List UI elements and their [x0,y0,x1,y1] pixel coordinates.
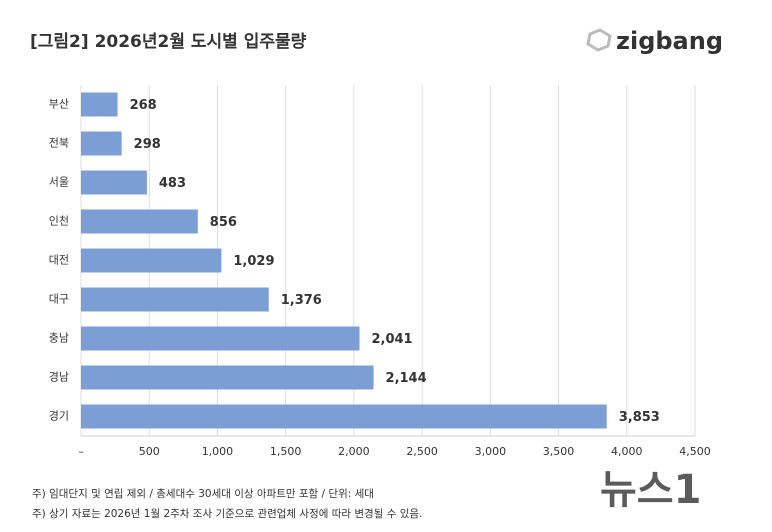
x-tick-label: 1,500 [270,445,302,458]
chart-title: [그림2] 2026년2월 도시별 입주물량 [30,32,307,52]
x-tick-label: – [78,445,84,458]
bar [81,287,269,312]
x-tick-label: 4,000 [611,445,643,458]
data-label: 298 [134,137,161,152]
y-tick-label: 대전 [49,254,69,267]
logo: zigbang [586,27,723,55]
x-tick-label: 3,500 [543,445,575,458]
bar [81,170,147,195]
logo-icon [586,28,612,52]
x-tick-label: 2,500 [406,445,438,458]
bar [81,404,607,429]
note: 주) 임대단지 및 연립 제외 / 총세대수 30세대 이상 아파트만 포함 /… [32,487,374,500]
data-label: 2,144 [386,371,427,386]
y-tick-label: 인천 [49,214,69,228]
data-label: 3,853 [619,410,660,425]
bar [81,92,118,117]
bar [81,131,122,156]
data-label: 2,041 [371,332,412,347]
data-label: 856 [210,215,237,230]
y-tick-label: 경남 [49,371,69,384]
y-tick-label: 부산 [49,98,69,111]
bar [81,209,198,234]
x-tick-label: 500 [139,445,160,458]
x-tick-label: 4,500 [679,445,711,458]
note: 주) 상기 자료는 2026년 1월 2주차 조사 기준으로 관련업체 사정에 … [32,507,422,520]
y-tick-label: 경기 [49,410,69,423]
watermark: 뉴스1 [600,467,701,513]
x-tick-label: 2,000 [338,445,370,458]
y-tick-label: 서울 [49,176,69,189]
y-tick-label: 충남 [49,332,69,345]
bar [81,326,360,351]
data-label: 268 [130,98,157,113]
plot: – 500 1,000 1,500 2,000 2,500 3,000 3,500 4,000 4… [49,85,711,458]
bar [81,248,222,273]
y-tick-label: 전북 [49,137,69,150]
y-tick-label: 대구 [49,293,69,306]
data-label: 1,376 [281,293,322,308]
brand: zigbang [616,27,723,55]
data-label: 1,029 [233,254,274,269]
x-tick-label: 3,000 [475,445,507,458]
bar [81,365,374,390]
x-tick-label: 1,000 [202,445,234,458]
data-label: 483 [159,176,186,191]
